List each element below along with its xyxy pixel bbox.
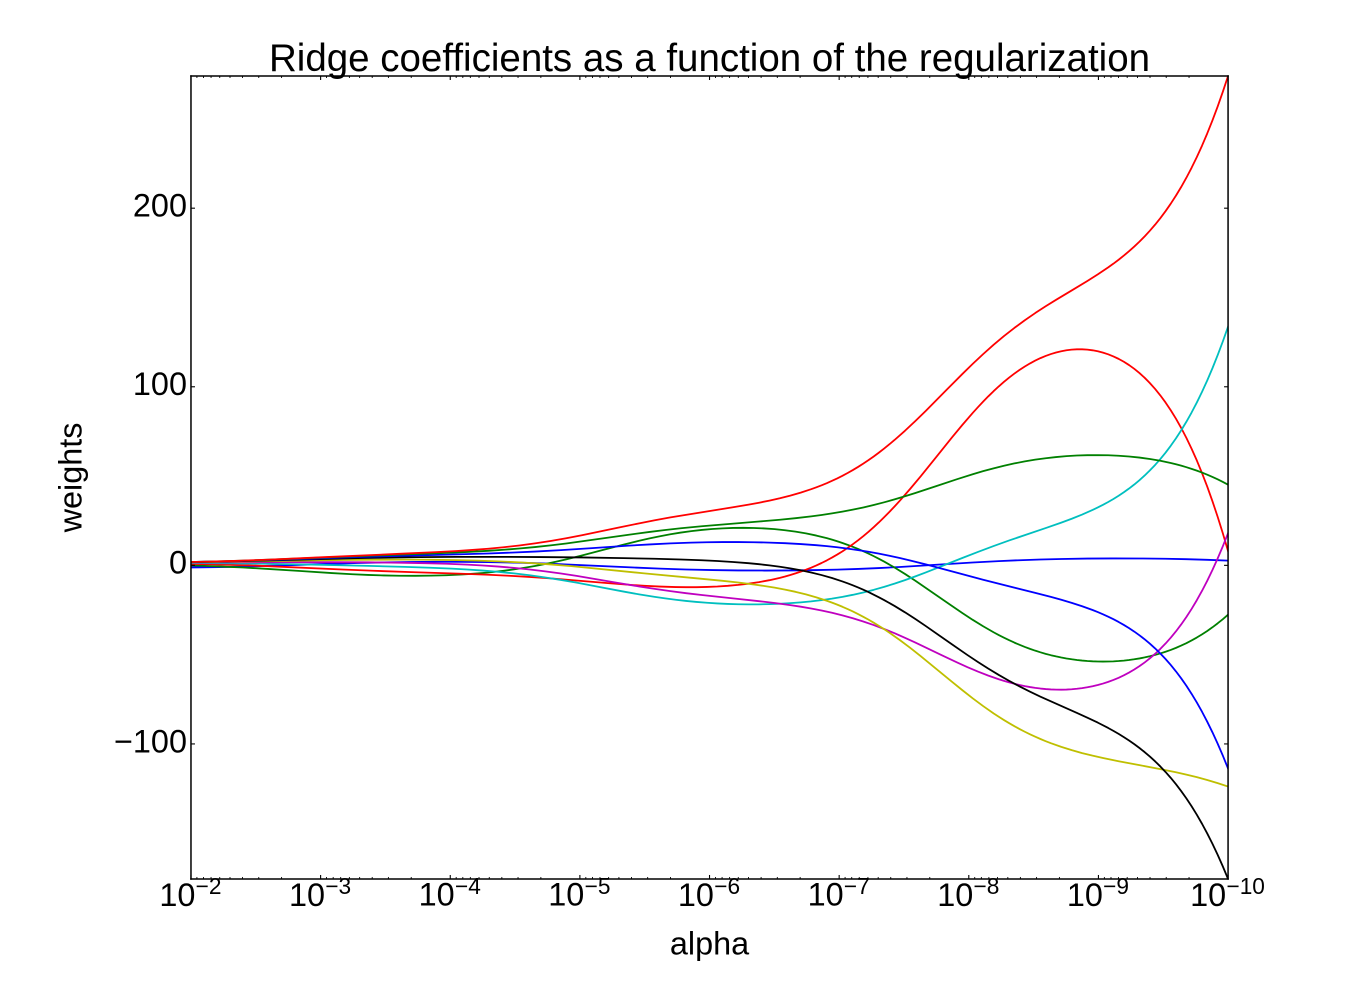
svg-text:0: 0 xyxy=(169,545,187,581)
svg-text:100: 100 xyxy=(133,366,187,402)
svg-text:Ridge coefficients as a functi: Ridge coefficients as a function of the … xyxy=(269,37,1150,80)
svg-text:−100: −100 xyxy=(114,723,187,759)
svg-text:alpha: alpha xyxy=(670,926,750,962)
svg-text:200: 200 xyxy=(133,188,187,224)
svg-text:weights: weights xyxy=(52,423,88,534)
